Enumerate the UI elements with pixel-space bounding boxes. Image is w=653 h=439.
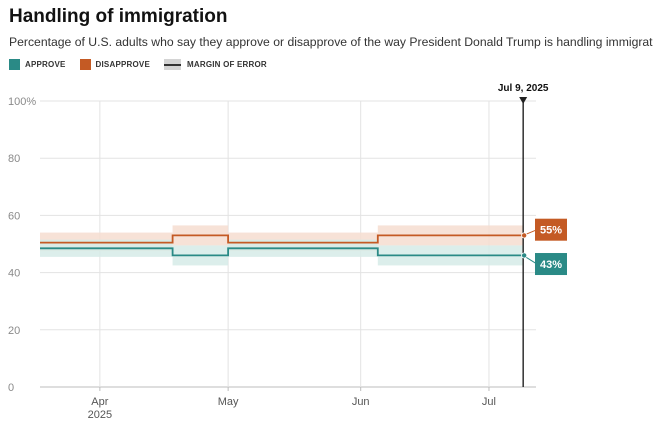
disapprove-end-label: 55% (540, 225, 562, 237)
x-tick-label: Apr (91, 396, 108, 408)
current-date-marker (519, 97, 528, 104)
y-tick-label: 100% (8, 96, 36, 108)
disapprove-line (40, 234, 524, 244)
y-tick-label: 80 (8, 153, 20, 165)
approve-line (40, 247, 524, 257)
chart-subtitle: Percentage of U.S. adults who say they a… (9, 35, 653, 49)
margin-swatch (164, 58, 181, 70)
y-tick-label: 40 (8, 268, 20, 280)
x-tick-sublabel: 2025 (88, 409, 112, 421)
x-tick-label: Jun (352, 396, 370, 408)
current-date-label: Jul 9, 2025 (498, 83, 549, 94)
legend-margin: MARGIN OF ERROR (164, 58, 267, 70)
approve-end-label: 43% (540, 259, 562, 271)
legend-disapprove-label: DISAPPROVE (95, 59, 150, 69)
y-tick-label: 20 (8, 325, 20, 337)
approve-end-badge (535, 253, 567, 276)
legend-margin-label: MARGIN OF ERROR (187, 59, 267, 69)
disapprove-end-dot (521, 232, 528, 239)
legend: APPROVE DISAPPROVE MARGIN OF ERROR (9, 57, 281, 71)
approve-swatch (9, 58, 20, 70)
legend-disapprove: DISAPPROVE (79, 58, 150, 70)
y-tick-label: 0 (8, 382, 14, 394)
disapprove-end-badge (535, 218, 567, 241)
disapprove-swatch (79, 58, 91, 70)
x-tick-label: May (218, 396, 239, 408)
y-tick-label: 60 (8, 210, 20, 222)
chart-title: Handling of immigration (9, 6, 228, 27)
legend-approve-label: APPROVE (25, 59, 66, 69)
x-tick-label: Jul (482, 396, 496, 408)
legend-approve: APPROVE (9, 58, 66, 70)
approve-end-dot (521, 252, 528, 259)
